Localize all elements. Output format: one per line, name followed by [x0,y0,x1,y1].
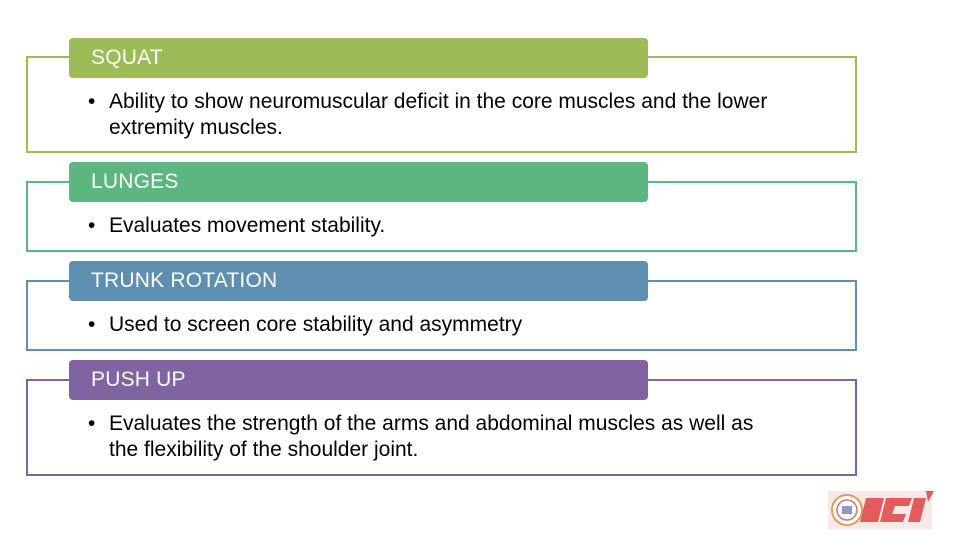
logo [828,490,934,530]
section-title: PUSH UP [69,360,648,400]
section-title: LUNGES [69,162,648,202]
section-title: TRUNK ROTATION [69,261,648,301]
bullet-list: Evaluates the strength of the arms and a… [88,411,788,463]
section-title: SQUAT [69,38,648,78]
bullet-list: Used to screen core stability and asymme… [88,312,788,338]
bullet-list: Ability to show neuromuscular deficit in… [88,89,788,141]
bullet-item: Used to screen core stability and asymme… [88,312,788,338]
bullet-item: Evaluates the strength of the arms and a… [88,411,788,463]
bullet-item: Evaluates movement stability. [88,213,788,239]
bullet-list: Evaluates movement stability. [88,213,788,239]
bullet-item: Ability to show neuromuscular deficit in… [88,89,788,141]
institution-seal-icon [828,491,934,529]
